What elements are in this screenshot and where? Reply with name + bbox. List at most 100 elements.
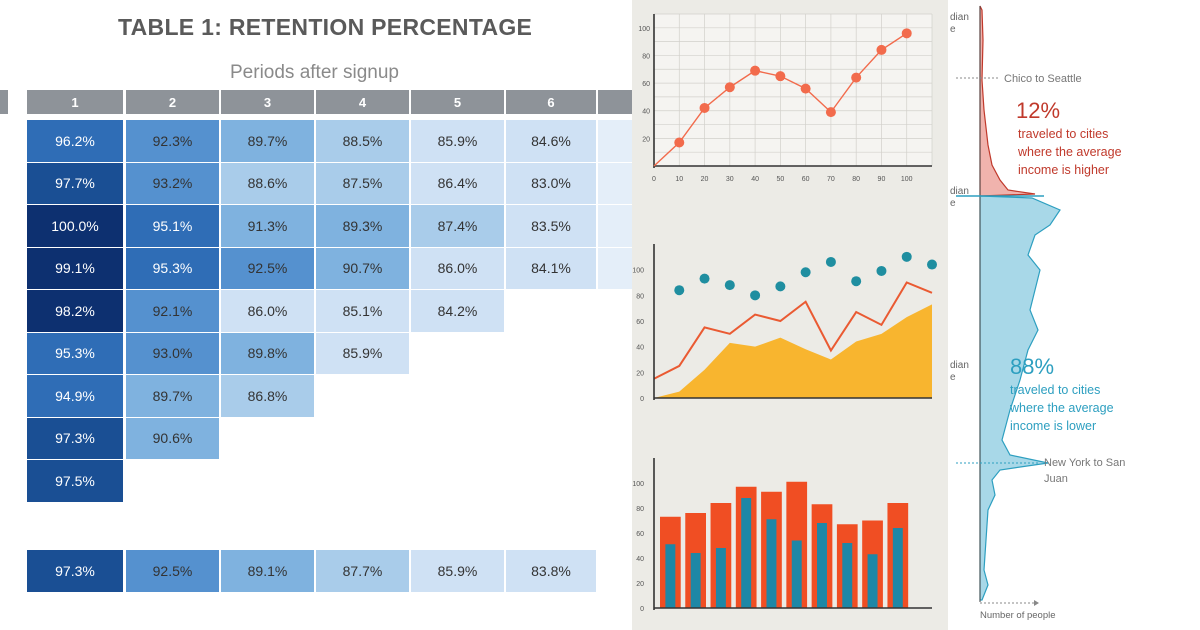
- table-cell: 90.7%: [316, 247, 409, 289]
- table-cell: 84.6%: [506, 120, 596, 162]
- x-tick-label: 100: [901, 176, 913, 183]
- average-cell: 85.9%: [411, 550, 504, 592]
- edge-label-mid: dian e: [950, 186, 969, 209]
- line-chart: 20 40 60 80 100 0 10 20 30 40 50 60 70 80 90 100: [638, 13, 933, 183]
- bar-inner: [867, 554, 878, 608]
- line-point: [851, 72, 862, 83]
- table-header-cell: 2: [126, 90, 219, 114]
- table-header-cell: 4: [316, 90, 409, 114]
- table-cell: 84.1%: [506, 247, 596, 289]
- table-cell: 86.0%: [221, 290, 314, 332]
- scatter-point: [775, 281, 786, 292]
- table-cell: 83.5%: [506, 205, 596, 247]
- area-chart: 0 20 40 60 80 100: [632, 244, 937, 403]
- x-tick-label: 90: [878, 176, 886, 183]
- line-point: [699, 102, 710, 113]
- table-cell: 86.8%: [221, 375, 314, 417]
- table-cell-overflow: [598, 247, 632, 289]
- scatter-point: [699, 273, 710, 284]
- annotation-chico: Chico to Seattle: [1004, 73, 1082, 85]
- text-high-1: traveled to cities: [1018, 127, 1108, 141]
- table-cell: 95.3%: [126, 247, 219, 289]
- table-cell: 93.2%: [126, 162, 219, 204]
- table-cell: 87.5%: [316, 162, 409, 204]
- table-cell-overflow: [598, 120, 632, 162]
- bar-inner: [766, 519, 777, 608]
- y-tick-label: 20: [636, 370, 644, 377]
- average-cell: 87.7%: [316, 550, 409, 592]
- y-tick-label: 100: [638, 26, 650, 33]
- table-cell: 97.7%: [27, 162, 123, 204]
- scatter-point: [825, 256, 836, 267]
- income-distribution-chart: dian e dian e dian e Chico to Seattle 12% t…: [948, 0, 1200, 630]
- scatter-point: [750, 290, 761, 301]
- bar-inner: [715, 548, 726, 608]
- text-low: traveled to cities where the average incom…: [1009, 383, 1114, 433]
- y-tick-label: 100: [632, 481, 644, 488]
- table-cell: 83.0%: [506, 162, 596, 204]
- line-point: [901, 28, 912, 39]
- table-cell: 89.8%: [221, 332, 314, 374]
- scatter-point: [927, 259, 937, 270]
- average-cell: 97.3%: [27, 550, 123, 592]
- table-cell: 85.9%: [411, 120, 504, 162]
- average-cell: 83.8%: [506, 550, 596, 592]
- high-income-area: [979, 5, 1036, 197]
- text-low-3: income is lower: [1010, 419, 1096, 433]
- table-cell: 86.4%: [411, 162, 504, 204]
- text-low-1: traveled to cities: [1010, 383, 1100, 397]
- x-axis-label: Number of people: [980, 610, 1056, 621]
- scatter-point: [851, 276, 862, 287]
- scatter-point: [674, 285, 685, 296]
- annotation-ny-1: New York to San: [1044, 457, 1125, 469]
- table-cell: 89.3%: [316, 205, 409, 247]
- line-series: [653, 281, 933, 380]
- edge-label-low-1: dian: [950, 360, 969, 371]
- table-cell: 94.9%: [27, 375, 123, 417]
- x-tick-label: 30: [726, 176, 734, 183]
- line-point: [750, 65, 761, 76]
- y-tick-label: 0: [640, 396, 644, 403]
- annotation-ny: New York to San Juan: [1044, 457, 1125, 485]
- pct-low: 88%: [1010, 354, 1054, 379]
- y-tick-label: 40: [642, 109, 650, 116]
- table-cell: 86.0%: [411, 247, 504, 289]
- table-cell: 91.3%: [221, 205, 314, 247]
- y-tick-label: 100: [632, 268, 644, 275]
- table-cell: 89.7%: [126, 375, 219, 417]
- table-cell: 98.2%: [27, 290, 123, 332]
- y-tick-label: 0: [640, 606, 644, 613]
- x-tick-label: 20: [701, 176, 709, 183]
- text-high-2: where the average: [1017, 145, 1122, 159]
- table-cell: 88.5%: [316, 120, 409, 162]
- y-tick-label: 40: [636, 556, 644, 563]
- line-point: [825, 107, 836, 118]
- table-header-cell: 1: [27, 90, 123, 114]
- edge-label-top: dian e: [950, 12, 969, 35]
- table-cell: 96.2%: [27, 120, 123, 162]
- table-cell: 89.7%: [221, 120, 314, 162]
- table-cell: 92.1%: [126, 290, 219, 332]
- x-tick-label: 60: [802, 176, 810, 183]
- bar-inner: [791, 540, 802, 608]
- edge-label-top-2: e: [950, 24, 956, 35]
- y-tick-label: 60: [642, 81, 650, 88]
- edge-label-top-1: dian: [950, 12, 969, 23]
- edge-label-mid-1: dian: [950, 186, 969, 197]
- line-point: [775, 71, 786, 82]
- average-cell: 89.1%: [221, 550, 314, 592]
- bar-inner: [690, 553, 701, 608]
- y-tick-label: 20: [636, 581, 644, 588]
- bar-inner: [842, 543, 853, 608]
- scatter-point: [876, 265, 887, 276]
- line-point: [724, 82, 735, 93]
- bar-chart: 0 20 40 60 80 100: [632, 458, 932, 613]
- table-subtitle: Periods after signup: [230, 62, 399, 83]
- table-cell: 92.3%: [126, 120, 219, 162]
- table-cell: 97.3%: [27, 417, 123, 459]
- table-cell: 100.0%: [27, 205, 123, 247]
- y-tick-label: 60: [636, 531, 644, 538]
- text-low-2: where the average: [1009, 401, 1114, 415]
- bar-inner: [817, 523, 827, 608]
- bar-inner: [892, 528, 903, 608]
